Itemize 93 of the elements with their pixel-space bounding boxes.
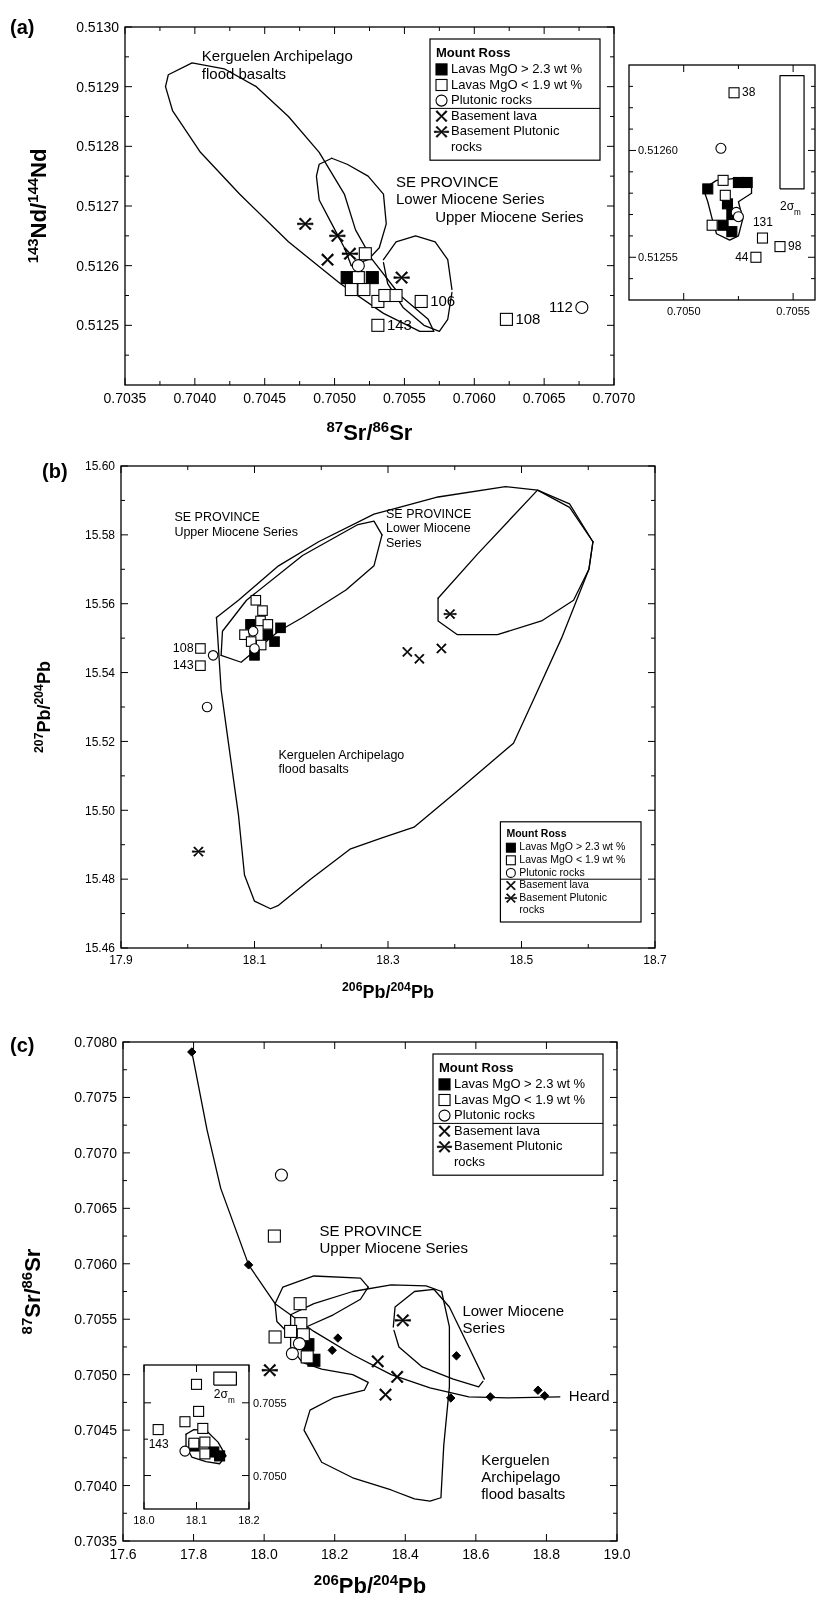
legend-title: Mount Ross (506, 827, 567, 840)
x-tick-label: 18.4 (391, 1546, 420, 1562)
y-tick-label: 15.56 (84, 597, 116, 612)
annotation: Kerguelen Archipelago flood basalts (278, 747, 405, 777)
y-tick-label: 0.51255 (638, 251, 678, 264)
y-tick-label: 0.5129 (76, 78, 120, 95)
legend-label: Basement Plutonic rocks (519, 890, 607, 916)
x-axis-title: $^{87}$Sr/$^{86}$Sr (326, 417, 413, 445)
legend-label: Lavas MgO < 1.9 wt % (519, 852, 626, 865)
chart-title: (b) (42, 460, 68, 482)
x-tick-label: 0.7070 (592, 390, 636, 406)
x-tick-label: 0.7065 (522, 390, 566, 406)
x-tick-label: 0.7050 (313, 390, 357, 406)
x-axis-title: $^{206}$Pb/$^{204}$Pb (342, 980, 434, 1002)
x-tick-label: 18.1 (242, 953, 267, 967)
y-tick-label: 0.7045 (74, 1422, 118, 1439)
y-tick-label: 15.60 (84, 459, 116, 474)
x-tick-label: 0.7035 (103, 390, 147, 406)
y-tick-label: 0.5127 (76, 198, 120, 215)
y-tick-label: 0.5128 (76, 138, 120, 155)
annotation: 108 (172, 641, 194, 656)
legend-label: Plutonic rocks (519, 865, 585, 878)
legend-label: Lavas MgO < 1.9 wt % (451, 76, 583, 92)
legend-label: Lavas MgO > 2.3 wt % (519, 840, 626, 853)
x-tick-label: 18.2 (238, 1514, 260, 1526)
annotation: 98 (787, 239, 802, 254)
annotation: 143 (172, 658, 194, 673)
y-tick-label: 15.46 (84, 941, 116, 956)
x-tick-label: 0.7060 (452, 390, 496, 406)
legend-label: Basement lava (519, 878, 589, 891)
y-tick-label: 0.7065 (74, 1200, 118, 1217)
annotation: SE PROVINCE Upper Miocene Series (174, 510, 299, 539)
y-tick-label: 15.48 (84, 872, 116, 887)
legend-label: Lavas MgO < 1.9 wt % (454, 1091, 586, 1107)
y-tick-label: 0.5126 (76, 257, 120, 274)
y-tick-label: 15.58 (84, 528, 116, 543)
annotation: 2σ$_{m}$ (779, 198, 802, 217)
legend-label: Basement lava (454, 1122, 541, 1138)
annotation: 38 (742, 85, 756, 100)
x-tick-label: 18.5 (509, 953, 534, 967)
legend-label: Basement Plutonic rocks (454, 1138, 563, 1169)
x-tick-label: 0.7040 (173, 390, 217, 406)
legend-label: Plutonic rocks (451, 92, 533, 108)
annotation: Upper Miocene Series (435, 208, 584, 226)
annotation: Heard (568, 1387, 610, 1405)
chart-title: (a) (10, 16, 35, 38)
y-tick-label: 0.7050 (74, 1366, 118, 1383)
y-tick-label: 0.7070 (74, 1144, 118, 1161)
annotation: SE PROVINCE Upper Miocene Series (319, 1222, 468, 1257)
x-tick-label: 18.0 (133, 1514, 155, 1526)
y-tick-label: 0.7060 (74, 1255, 118, 1272)
x-tick-label: 17.8 (179, 1546, 208, 1562)
legend-label: Basement lava (451, 107, 538, 123)
legend-label: Lavas MgO > 2.3 wt % (454, 1075, 586, 1091)
chart-title: (c) (10, 1034, 35, 1056)
y-tick-label: 0.7040 (74, 1477, 118, 1494)
annotation: 112 (549, 297, 573, 315)
y-tick-label: 15.52 (84, 734, 116, 749)
x-tick-label: 19.0 (603, 1546, 631, 1562)
x-tick-label: 18.1 (185, 1514, 208, 1526)
x-tick-label: 18.3 (376, 953, 400, 967)
legend-label: Basement Plutonic rocks (451, 123, 560, 154)
annotation: Kerguelen Archipelago flood basalts (201, 47, 353, 82)
x-tick-label: 17.9 (109, 953, 133, 967)
legend-title: Mount Ross (438, 1059, 514, 1075)
y-tick-label: 0.7055 (74, 1311, 118, 1328)
x-tick-label: 18.7 (643, 953, 667, 967)
legend-label: Plutonic rocks (454, 1107, 536, 1123)
annotation: Kerguelen Archipelago flood basalts (481, 1450, 566, 1503)
legend-title: Mount Ross (435, 44, 511, 60)
annotation: 131 (752, 215, 774, 230)
y-tick-label: 15.54 (84, 665, 116, 680)
x-tick-label: 18.0 (250, 1546, 278, 1562)
annotation: SE PROVINCE Lower Miocene Series (386, 506, 472, 550)
annotation: 44 (735, 249, 749, 264)
annotation: SE PROVINCE Lower Miocene Series (396, 172, 545, 207)
y-tick-label: 0.5130 (76, 19, 120, 36)
y-tick-label: 15.50 (84, 803, 116, 818)
x-tick-label: 18.6 (462, 1546, 490, 1562)
x-axis-title: $^{206}$Pb/$^{204}$Pb (313, 1570, 427, 1598)
annotation: Lower Miocene Series (462, 1301, 565, 1337)
annotation: 2σ$_{m}$ (213, 1386, 235, 1405)
y-tick-label: 0.5125 (76, 317, 120, 334)
annotation: 143 (148, 1436, 169, 1451)
annotation: 108 (515, 309, 541, 327)
x-tick-label: 18.8 (532, 1546, 561, 1562)
x-tick-label: 18.2 (321, 1546, 349, 1562)
annotation: 143 (386, 315, 412, 333)
y-tick-label: 0.7080 (74, 1034, 118, 1051)
y-tick-label: 0.51260 (638, 144, 678, 157)
legend-label: Lavas MgO > 2.3 wt % (451, 60, 583, 76)
x-tick-label: 0.7055 (383, 390, 427, 406)
y-tick-label: 0.7075 (74, 1089, 118, 1106)
